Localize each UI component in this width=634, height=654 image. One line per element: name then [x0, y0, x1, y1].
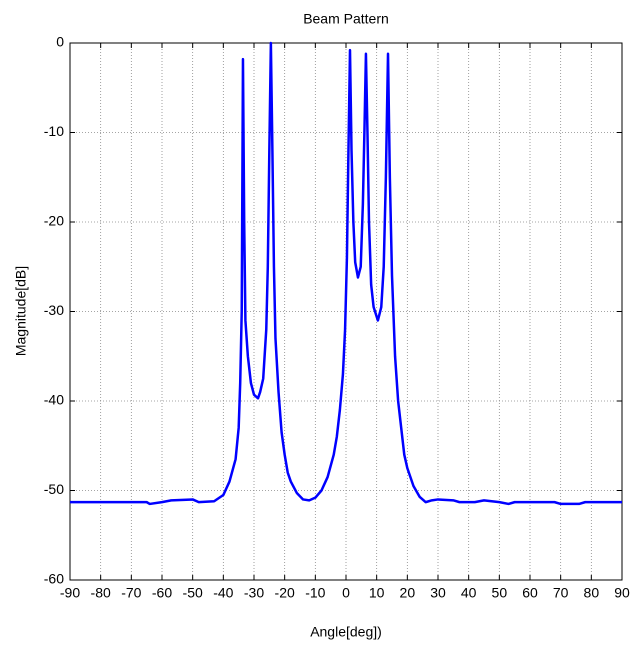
- x-tick-label: 50: [492, 585, 508, 601]
- y-tick-label: -30: [44, 302, 64, 318]
- x-axis-label: Angle[deg]): [310, 624, 382, 640]
- x-tick-label: 0: [342, 585, 350, 601]
- x-tick-label: -20: [275, 585, 295, 601]
- data-line: [70, 41, 622, 506]
- y-axis-label: Magnitude[dB]: [13, 266, 29, 356]
- x-tick-label: 90: [614, 585, 630, 601]
- x-tick-label: -60: [152, 585, 172, 601]
- plot-frame: [69, 42, 623, 581]
- x-tick-label: 10: [369, 585, 385, 601]
- x-tick-label: -70: [121, 585, 141, 601]
- y-tick-label: -10: [44, 123, 64, 139]
- chart-title: Beam Pattern: [303, 11, 389, 27]
- x-tick-label: 70: [553, 585, 569, 601]
- y-tick-label: -20: [44, 213, 64, 229]
- x-tick-label: -10: [305, 585, 325, 601]
- x-tick-label: 60: [522, 585, 538, 601]
- x-tick-label: -80: [91, 585, 111, 601]
- y-tick-label: -60: [44, 571, 64, 587]
- y-tick-label: -40: [44, 392, 64, 408]
- x-tick-label: -30: [244, 585, 264, 601]
- y-tick-label: -50: [44, 481, 64, 497]
- x-tick-label: 80: [584, 585, 600, 601]
- x-tick-label: 30: [430, 585, 446, 601]
- x-tick-label: 40: [461, 585, 477, 601]
- y-tick-label: 0: [56, 34, 64, 50]
- x-tick-label: 20: [400, 585, 416, 601]
- x-tick-label: -50: [183, 585, 203, 601]
- x-tick-label: -90: [60, 585, 80, 601]
- x-tick-label: -40: [213, 585, 233, 601]
